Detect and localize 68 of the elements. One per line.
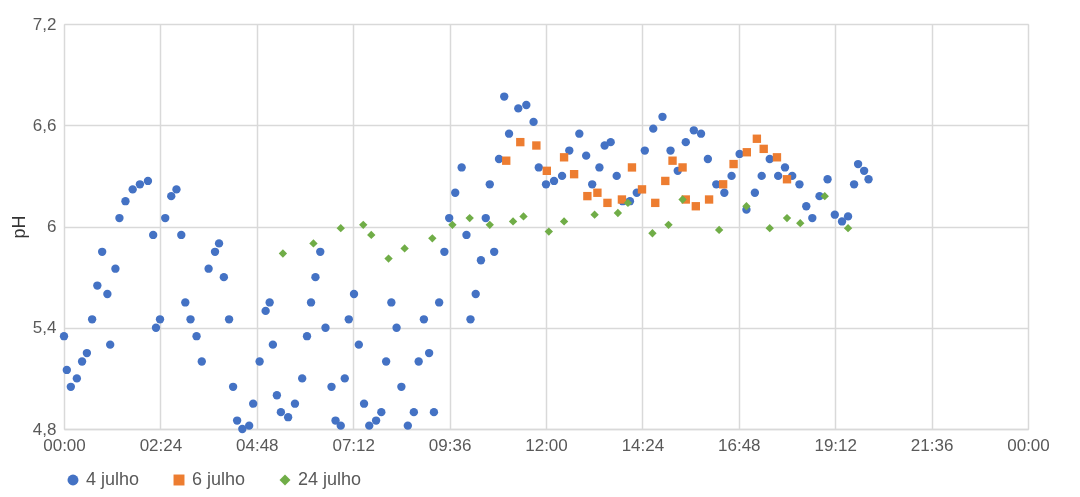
point <box>502 156 511 165</box>
point <box>765 224 774 233</box>
y-tick-label: 7,2 <box>32 14 57 34</box>
legend-label: 6 julho <box>192 469 246 489</box>
point <box>569 170 579 179</box>
point <box>759 144 768 154</box>
x-tick-label: 04:48 <box>236 435 279 455</box>
point <box>691 202 701 211</box>
point <box>278 249 288 258</box>
y-axis-title: pH <box>8 215 29 239</box>
point <box>627 163 637 172</box>
x-tick-label: 02:24 <box>139 435 183 455</box>
point <box>613 208 623 218</box>
point <box>782 175 792 184</box>
y-tick-label: 5,4 <box>32 318 57 338</box>
point <box>704 195 714 204</box>
y-tick-label: 4,8 <box>32 419 57 439</box>
point <box>559 153 569 162</box>
point <box>651 198 660 208</box>
point <box>637 185 647 194</box>
y-tick-label: 6,6 <box>32 115 57 135</box>
point <box>448 220 457 229</box>
point <box>309 239 318 248</box>
x-tick-label: 00:00 <box>1007 435 1050 455</box>
point <box>516 137 525 147</box>
legend-label: 4 julho <box>86 469 140 489</box>
point <box>542 166 551 175</box>
point <box>714 225 724 235</box>
point <box>772 153 782 162</box>
point <box>465 213 474 223</box>
point <box>664 220 673 229</box>
y-tick-label: 6 <box>47 217 57 236</box>
point <box>559 217 569 226</box>
legend-label: 24 julho <box>298 469 362 489</box>
point <box>384 254 393 263</box>
point <box>485 220 494 229</box>
point <box>532 141 541 150</box>
point <box>544 227 553 236</box>
point <box>678 163 687 172</box>
point <box>820 191 829 201</box>
x-tick-label: 14:24 <box>621 435 665 455</box>
point <box>718 180 728 189</box>
point <box>367 230 376 240</box>
point <box>796 218 805 228</box>
x-tick-label: 16:48 <box>718 435 761 455</box>
point <box>843 224 853 233</box>
point <box>648 229 657 238</box>
x-tick-label: 09:36 <box>428 435 472 455</box>
point <box>508 217 518 226</box>
point <box>590 210 599 219</box>
x-tick-label: 12:00 <box>525 435 568 455</box>
x-tick-label: 07:12 <box>332 435 375 455</box>
point <box>359 220 368 229</box>
point <box>752 134 762 143</box>
point <box>729 159 738 169</box>
point <box>661 176 670 186</box>
point <box>428 234 437 243</box>
x-tick-label: 19:12 <box>814 435 857 455</box>
point <box>400 244 409 253</box>
point <box>336 224 345 233</box>
point <box>668 156 677 165</box>
point <box>603 198 612 208</box>
point <box>782 213 792 223</box>
x-tick-label: 21:36 <box>910 435 954 455</box>
point <box>593 188 602 197</box>
point <box>519 212 528 221</box>
point <box>583 191 592 201</box>
point <box>742 148 752 157</box>
